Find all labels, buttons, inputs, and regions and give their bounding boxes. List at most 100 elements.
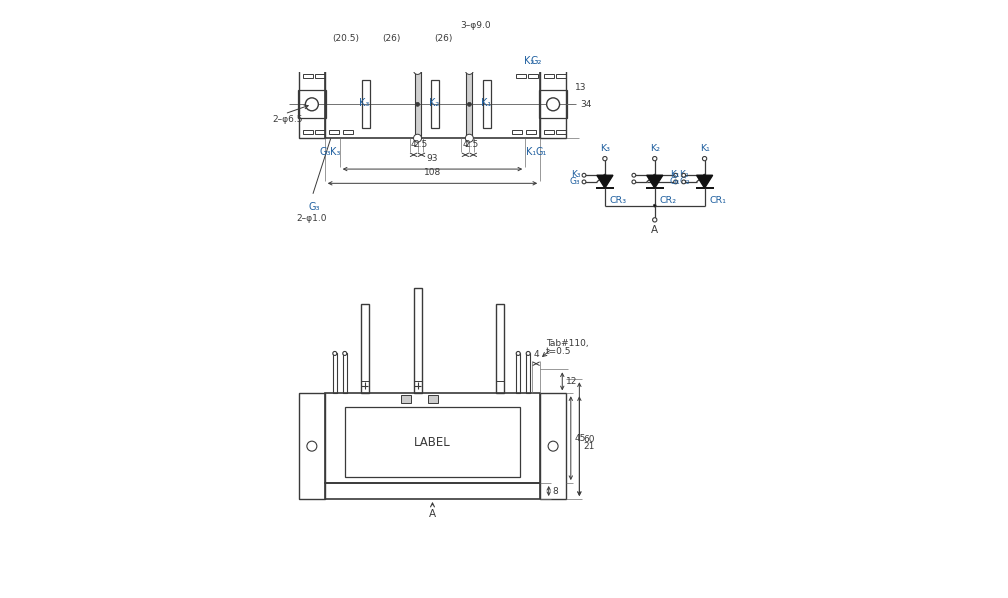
Text: K₂: K₂ [429,99,439,108]
Bar [413,288,421,393]
Circle shape [582,180,586,184]
Text: G₃: G₃ [570,178,581,187]
Circle shape [704,174,706,176]
Bar [428,395,438,403]
Bar [544,130,554,134]
Bar [496,304,504,393]
Circle shape [466,66,474,74]
Text: Tab#110,: Tab#110, [546,339,589,348]
Text: K₃: K₃ [359,99,370,108]
Text: G₃: G₃ [308,202,320,212]
Circle shape [604,174,606,176]
Text: 2–φ6.5: 2–φ6.5 [273,115,303,124]
Bar [516,353,520,393]
Circle shape [466,134,474,142]
Text: K₃: K₃ [571,170,581,179]
Bar [325,393,540,483]
Text: CR₁: CR₁ [710,196,727,205]
Bar [343,353,347,393]
Circle shape [681,180,685,184]
Text: 4: 4 [410,140,416,149]
Circle shape [333,352,337,355]
Bar [539,90,568,118]
Text: K₃: K₃ [330,147,341,157]
Bar [314,74,325,78]
Bar [329,130,339,134]
Text: G₂: G₂ [679,178,690,187]
Bar [540,393,566,499]
Circle shape [526,352,530,355]
Circle shape [632,180,636,184]
Bar [556,130,566,134]
Text: K₁: K₁ [481,99,491,108]
Text: K₁: K₁ [670,170,680,179]
Circle shape [652,157,657,161]
Text: G₁: G₁ [535,147,546,157]
Text: (26): (26) [434,34,453,43]
Circle shape [415,102,419,106]
Bar [302,130,312,134]
Text: t=0.5: t=0.5 [546,347,572,356]
Bar [333,353,337,393]
Bar [325,71,540,138]
Circle shape [703,157,707,161]
Text: G₁: G₁ [669,178,680,187]
Bar [516,74,526,78]
Text: K₁: K₁ [700,144,710,154]
Bar [400,395,410,403]
Text: LABEL: LABEL [414,436,451,448]
Circle shape [681,173,685,177]
Bar [343,130,353,134]
Circle shape [582,173,586,177]
Text: 60: 60 [584,435,595,444]
Text: 34: 34 [581,100,592,109]
Circle shape [548,441,558,451]
Circle shape [673,180,677,184]
Bar [431,80,439,128]
Text: 93: 93 [426,154,438,163]
Circle shape [653,174,656,176]
Text: 2.5: 2.5 [413,140,427,149]
Bar [298,90,326,118]
Text: K₂: K₂ [679,170,688,179]
Text: 108: 108 [423,168,442,177]
Bar [556,74,566,78]
Text: G₃: G₃ [320,147,331,157]
Text: (20.5): (20.5) [332,34,359,43]
Text: G₂: G₂ [530,56,542,66]
Circle shape [632,173,636,177]
Text: (26): (26) [382,34,401,43]
Polygon shape [647,175,663,188]
Polygon shape [697,175,713,188]
Bar [361,304,369,393]
Text: A: A [429,509,436,520]
Bar [540,71,566,138]
Bar [299,71,325,138]
Text: 4: 4 [533,350,539,359]
Bar [467,71,473,138]
Text: 13: 13 [575,83,586,92]
Text: CR₂: CR₂ [659,196,676,205]
Text: 3–φ9.0: 3–φ9.0 [461,21,491,30]
Bar [512,130,522,134]
Circle shape [546,98,559,111]
Bar [302,74,312,78]
Text: 4: 4 [463,140,468,149]
Circle shape [306,441,317,451]
Circle shape [305,98,319,111]
Bar [362,80,370,128]
Bar [544,74,554,78]
Text: CR₃: CR₃ [610,196,627,205]
Text: K₂: K₂ [650,144,660,154]
Bar [414,71,420,138]
Circle shape [343,352,347,355]
Text: K₁: K₁ [526,147,536,157]
Bar [325,483,540,499]
Text: 2–φ1.0: 2–φ1.0 [296,214,327,223]
Bar [314,130,325,134]
Text: 45: 45 [575,434,586,443]
Text: 2.5: 2.5 [465,140,479,149]
Circle shape [468,102,472,106]
Circle shape [413,66,421,74]
Text: 12: 12 [566,377,578,386]
